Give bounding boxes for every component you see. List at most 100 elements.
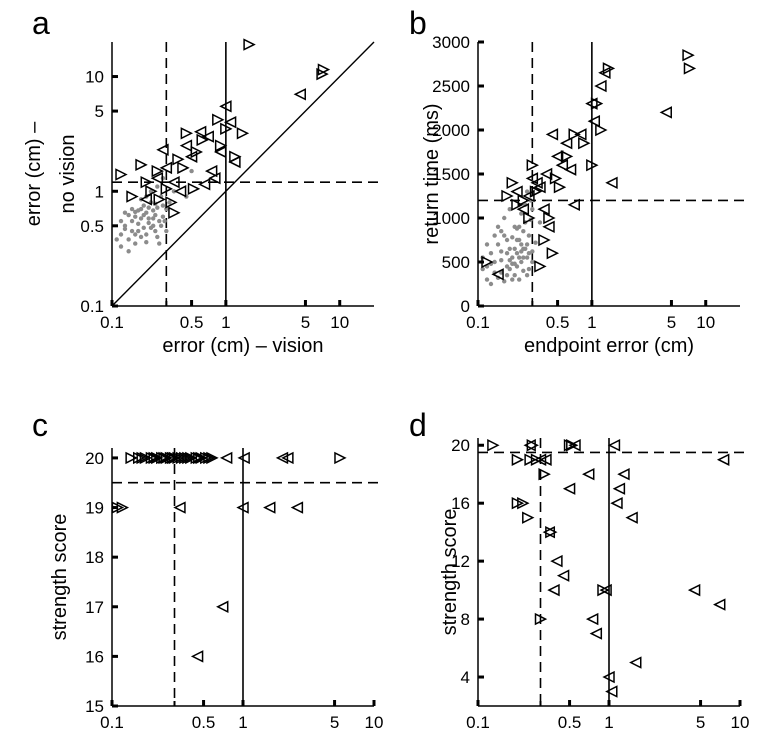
panel-letter: a <box>32 5 50 41</box>
right-triangle-marker <box>317 63 331 76</box>
right-triangle-marker <box>187 182 201 196</box>
right-triangle-marker <box>683 62 697 75</box>
right-triangle-marker <box>511 496 525 510</box>
data-dot <box>530 249 535 254</box>
left-triangle-marker <box>516 202 530 216</box>
right-triangle-marker <box>566 439 579 452</box>
right-triangle-marker <box>545 525 558 539</box>
data-dot <box>480 266 485 272</box>
data-dot <box>114 237 119 242</box>
left-triangle-marker <box>523 439 536 452</box>
data-dot <box>484 277 490 282</box>
data-dot <box>146 205 151 210</box>
x-tick-label: 1 <box>221 313 230 332</box>
right-triangle-marker <box>530 453 544 466</box>
right-triangle-marker <box>145 185 158 198</box>
data-dot <box>133 232 138 237</box>
right-triangle-marker <box>168 206 181 219</box>
left-triangle-marker <box>290 501 304 514</box>
left-triangle-marker <box>574 128 587 141</box>
left-triangle-marker <box>629 656 642 669</box>
left-triangle-marker <box>567 198 580 212</box>
x-tick-label: 5 <box>667 313 676 332</box>
left-triangle-marker <box>510 185 523 198</box>
data-dot <box>524 242 530 247</box>
left-triangle-marker <box>237 451 250 465</box>
y-axis-label: error (cm) – <box>23 121 45 226</box>
right-triangle-marker <box>220 122 233 136</box>
right-triangle-marker <box>179 451 192 465</box>
left-triangle-marker <box>605 176 618 190</box>
right-triangle-marker <box>132 451 146 465</box>
data-dot <box>510 277 515 282</box>
data-dot <box>153 228 158 234</box>
left-triangle-marker <box>219 451 233 465</box>
left-triangle-marker <box>219 100 232 113</box>
x-tick-label: 10 <box>365 713 384 732</box>
data-dot <box>150 216 156 221</box>
right-triangle-marker <box>177 161 190 175</box>
data-dot <box>138 234 144 240</box>
y-tick-label: 1500 <box>432 165 470 184</box>
data-dot <box>129 206 135 212</box>
left-triangle-marker <box>625 511 638 524</box>
right-triangle-marker <box>526 158 540 172</box>
left-triangle-marker <box>530 176 543 190</box>
left-triangle-marker <box>156 143 169 156</box>
data-dot <box>504 237 510 243</box>
data-dot <box>521 255 526 260</box>
right-triangle-marker <box>534 612 548 626</box>
left-triangle-marker <box>568 439 581 452</box>
right-triangle-marker <box>172 451 185 465</box>
right-triangle-marker <box>529 185 543 198</box>
data-dot <box>502 233 507 238</box>
data-dot <box>129 228 135 234</box>
data-dot <box>526 266 532 272</box>
right-triangle-marker <box>182 451 195 465</box>
right-triangle-marker <box>316 67 329 81</box>
left-triangle-marker <box>223 115 237 129</box>
data-dot <box>164 206 169 212</box>
data-dot <box>122 223 128 229</box>
data-dot <box>502 279 507 284</box>
x-tick-label: 0.1 <box>466 713 490 732</box>
right-triangle-marker <box>546 246 560 260</box>
left-triangle-marker <box>589 627 603 640</box>
data-dot <box>504 264 510 269</box>
data-dot <box>133 214 138 219</box>
left-triangle-marker <box>587 114 601 128</box>
left-triangle-marker <box>713 598 726 611</box>
left-triangle-marker <box>598 66 611 80</box>
left-triangle-marker <box>491 268 504 281</box>
left-triangle-marker <box>173 501 186 514</box>
left-triangle-marker <box>550 554 563 568</box>
data-dot <box>162 218 167 224</box>
data-dot <box>492 259 497 265</box>
y-tick-label: 18 <box>85 548 104 567</box>
right-triangle-marker <box>334 451 347 465</box>
right-triangle-marker <box>164 451 178 465</box>
data-dot <box>167 200 172 205</box>
right-triangle-marker <box>553 180 567 194</box>
data-dot <box>141 203 146 208</box>
right-triangle-marker <box>481 255 494 269</box>
data-dot <box>488 251 494 256</box>
data-dot <box>499 229 504 234</box>
right-triangle-marker <box>597 583 610 597</box>
right-triangle-marker <box>534 260 547 273</box>
data-dot <box>148 225 154 231</box>
right-triangle-marker <box>538 233 551 247</box>
data-dot <box>138 216 144 221</box>
x-tick-label: 5 <box>696 713 705 732</box>
right-triangle-marker <box>506 176 519 190</box>
data-dot <box>502 215 507 221</box>
y-axis-label: strength score <box>439 509 461 636</box>
data-dot <box>148 189 154 194</box>
right-triangle-marker <box>166 451 180 465</box>
y-tick-label: 0.5 <box>80 217 104 236</box>
y-tick-label: 500 <box>442 253 470 272</box>
right-triangle-marker <box>568 128 581 141</box>
left-triangle-marker <box>150 171 164 185</box>
y-tick-label: 3000 <box>432 33 470 52</box>
data-dot <box>158 223 164 229</box>
